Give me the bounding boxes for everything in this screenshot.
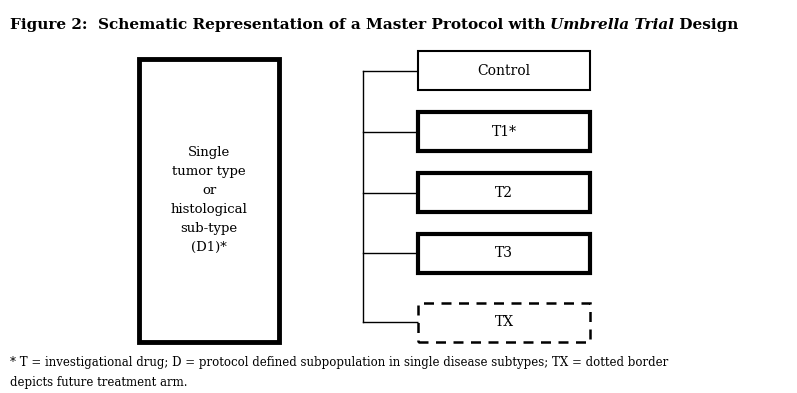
Bar: [418, 51, 590, 90]
Bar: [418, 173, 590, 212]
Text: Umbrella Trial: Umbrella Trial: [550, 18, 674, 32]
Text: * T = investigational drug; D = protocol defined subpopulation in single disease: * T = investigational drug; D = protocol…: [10, 356, 668, 369]
Text: Design: Design: [674, 18, 739, 32]
Text: TX: TX: [495, 315, 513, 329]
Text: Single
tumor type
or
histological
sub-type
(D1)*: Single tumor type or histological sub-ty…: [171, 147, 248, 254]
Text: T2: T2: [495, 185, 513, 200]
Text: T3: T3: [495, 246, 513, 261]
Bar: [418, 303, 590, 342]
Bar: [139, 59, 279, 342]
Bar: [418, 112, 590, 151]
Text: depicts future treatment arm.: depicts future treatment arm.: [10, 376, 187, 389]
Text: Figure 2:  Schematic Representation of a Master Protocol with: Figure 2: Schematic Representation of a …: [10, 18, 550, 32]
Text: Control: Control: [477, 64, 531, 78]
Text: T1*: T1*: [492, 125, 516, 139]
Bar: [418, 234, 590, 273]
